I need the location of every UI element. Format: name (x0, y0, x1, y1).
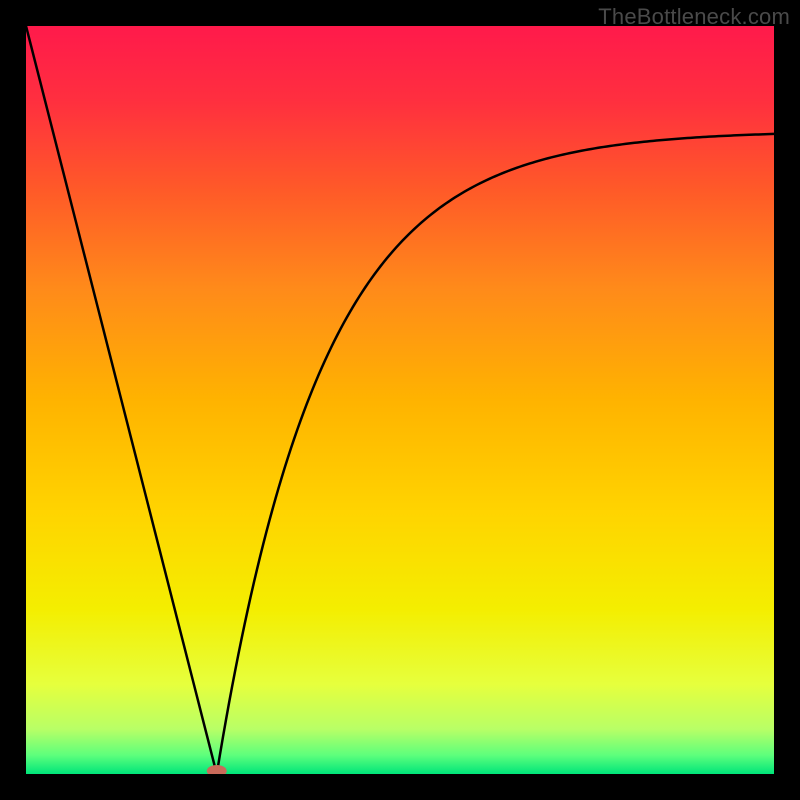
chart-frame: TheBottleneck.com (0, 0, 800, 800)
bottleneck-curve-plot (26, 26, 774, 774)
watermark-text: TheBottleneck.com (598, 4, 790, 30)
plot-background (26, 26, 774, 774)
